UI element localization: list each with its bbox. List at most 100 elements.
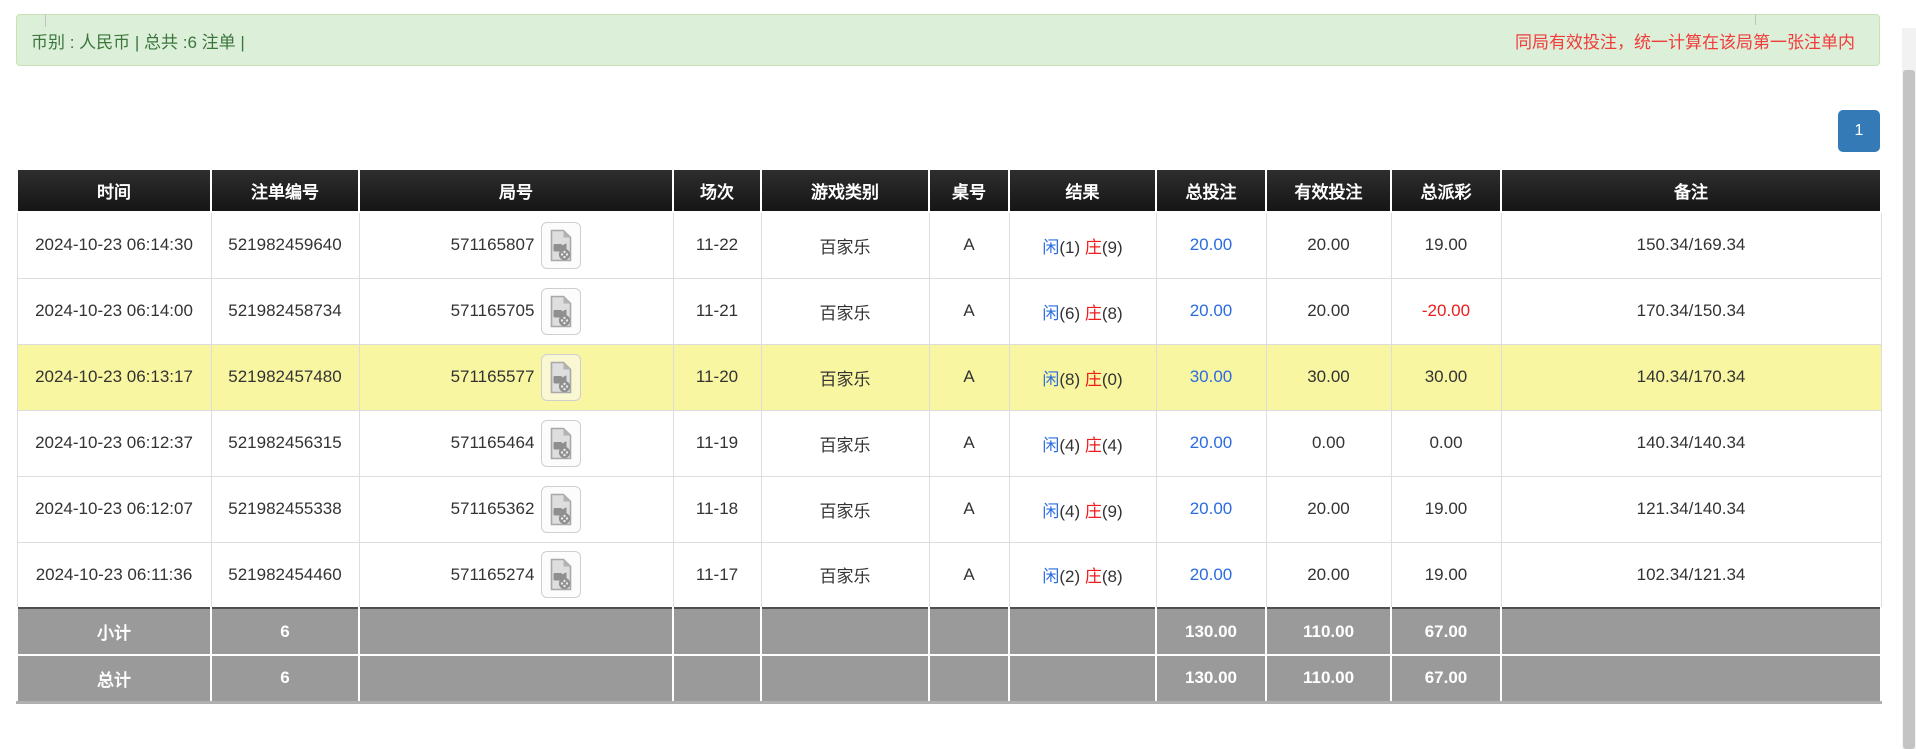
- footer-round-cell: [358, 654, 674, 704]
- table-number-cell: A: [928, 343, 1010, 411]
- video-replay-button[interactable]: [541, 419, 582, 467]
- table-number-cell: A: [928, 541, 1010, 609]
- session-cell: 11-21: [672, 277, 762, 345]
- bet-records-table: 时间 注单编号 局号 场次 游戏类别 桌号 结果 总投注 有效投注 总派彩 备注 2024-10-2…: [16, 168, 1882, 704]
- player-result-value: (4): [1059, 435, 1085, 455]
- round-number-wrap: 571165807: [361, 221, 672, 269]
- payout-cell: 19.00: [1390, 541, 1502, 609]
- footer-game-type-cell: [760, 607, 930, 656]
- game-type-cell: 百家乐: [760, 541, 930, 609]
- valid-bet-cell: 20.00: [1265, 475, 1392, 543]
- vertical-scrollbar-track[interactable]: [1902, 28, 1916, 749]
- table-header: 时间 注单编号 局号 场次 游戏类别 桌号 结果 总投注 有效投注 总派彩 备注: [16, 168, 1882, 213]
- remark-cell: 140.34/140.34: [1500, 409, 1882, 477]
- payout-cell: 19.00: [1390, 475, 1502, 543]
- session-cell: 11-18: [672, 475, 762, 543]
- round-number-value: 571165274: [450, 564, 535, 584]
- result-cell: 闲(6) 庄(8): [1008, 277, 1157, 345]
- total-bet-cell[interactable]: 20.00: [1155, 409, 1267, 477]
- round-number-wrap: 571165577: [361, 353, 672, 401]
- banker-result-value: (8): [1101, 567, 1123, 587]
- table-row: 2024-10-23 06:14:00 521982458734 571165705…: [16, 277, 1882, 345]
- valid-bet-cell: 0.00: [1265, 409, 1392, 477]
- footer-label-cell: 小计: [16, 607, 212, 656]
- total-bet-cell[interactable]: 30.00: [1155, 343, 1267, 411]
- total-bet-cell[interactable]: 20.00: [1155, 541, 1267, 609]
- payout-cell: 19.00: [1390, 211, 1502, 279]
- footer-payout-cell: 67.00: [1390, 654, 1502, 704]
- footer-table-cell: [928, 654, 1010, 704]
- col-header-payout: 总派彩: [1390, 168, 1502, 213]
- time-cell: 2024-10-23 06:14:30: [16, 211, 212, 279]
- banker-result-value: (9): [1101, 501, 1123, 521]
- player-result-label: 闲: [1042, 435, 1060, 455]
- player-result-value: (1): [1059, 237, 1085, 257]
- col-header-table-no: 桌号: [928, 168, 1010, 213]
- game-type-cell: 百家乐: [760, 343, 930, 411]
- player-result-label: 闲: [1042, 369, 1060, 389]
- result-cell: 闲(8) 庄(0): [1008, 343, 1157, 411]
- time-cell: 2024-10-23 06:12:37: [16, 409, 212, 477]
- game-type-cell: 百家乐: [760, 211, 930, 279]
- bet-number-cell: 521982459640: [210, 211, 360, 279]
- remark-cell: 140.34/170.34: [1500, 343, 1882, 411]
- total-bet-cell[interactable]: 20.00: [1155, 211, 1267, 279]
- banker-result-label: 庄: [1084, 567, 1102, 587]
- banker-result-value: (9): [1101, 237, 1123, 257]
- payout-cell: -20.00: [1390, 277, 1502, 345]
- footer-count-cell: 6: [210, 654, 360, 704]
- table-number-cell: A: [928, 409, 1010, 477]
- video-replay-button[interactable]: [541, 221, 582, 269]
- currency-summary-text: 币别 : 人民币 | 总共 :6 注单 |: [31, 32, 245, 52]
- total-bet-cell[interactable]: 20.00: [1155, 475, 1267, 543]
- col-header-session: 场次: [672, 168, 762, 213]
- game-type-cell: 百家乐: [760, 277, 930, 345]
- total-bet-cell[interactable]: 20.00: [1155, 277, 1267, 345]
- pagination-page-1[interactable]: 1: [1838, 110, 1880, 152]
- subtotal-row: 小计 6 130.00 110.00 67.00: [16, 607, 1882, 656]
- result-cell: 闲(2) 庄(8): [1008, 541, 1157, 609]
- result-cell: 闲(4) 庄(9): [1008, 475, 1157, 543]
- col-header-result: 结果: [1008, 168, 1157, 213]
- footer-session-cell: [672, 654, 762, 704]
- col-header-bet-no: 注单编号: [210, 168, 360, 213]
- time-cell: 2024-10-23 06:12:07: [16, 475, 212, 543]
- video-replay-icon: [551, 229, 572, 262]
- valid-bet-notice-text: 同局有效投注，统一计算在该局第一张注单内: [1515, 32, 1855, 52]
- footer-game-type-cell: [760, 654, 930, 704]
- video-replay-icon: [551, 493, 572, 525]
- table-row: 2024-10-23 06:11:36 521982454460 571165274…: [16, 541, 1882, 609]
- round-number-cell: 571165807: [358, 211, 674, 279]
- video-replay-button[interactable]: [541, 287, 582, 335]
- bet-number-cell: 521982457480: [210, 343, 360, 411]
- valid-bet-cell: 20.00: [1265, 211, 1392, 279]
- footer-payout-cell: 67.00: [1390, 607, 1502, 656]
- video-replay-button[interactable]: [541, 551, 582, 599]
- player-result-label: 闲: [1042, 567, 1060, 587]
- banker-result-value: (4): [1101, 435, 1123, 455]
- table-row: 2024-10-23 06:13:17 521982457480 571165577…: [16, 343, 1882, 411]
- remark-cell: 121.34/140.34: [1500, 475, 1882, 543]
- footer-round-cell: [358, 607, 674, 656]
- pagination-bar: 1: [16, 110, 1880, 152]
- valid-bet-cell: 30.00: [1265, 343, 1392, 411]
- video-replay-button[interactable]: [541, 485, 582, 533]
- banker-result-label: 庄: [1084, 501, 1102, 521]
- footer-valid-bet-cell: 110.00: [1265, 607, 1392, 656]
- banker-result-label: 庄: [1084, 237, 1102, 257]
- video-replay-button[interactable]: [541, 353, 582, 401]
- col-header-time: 时间: [16, 168, 212, 213]
- session-cell: 11-19: [672, 409, 762, 477]
- round-number-cell: 571165464: [358, 409, 674, 477]
- summary-banner: 币别 : 人民币 | 总共 :6 注单 | 同局有效投注，统一计算在该局第一张注…: [16, 14, 1880, 66]
- cutoff-element-left-edge: [45, 14, 46, 27]
- table-row: 2024-10-23 06:14:30 521982459640 571165807…: [16, 211, 1882, 279]
- col-header-round-no: 局号: [358, 168, 674, 213]
- round-number-wrap: 571165362: [361, 485, 672, 533]
- col-header-valid-bet: 有效投注: [1265, 168, 1392, 213]
- round-number-wrap: 571165705: [361, 287, 672, 335]
- footer-label-cell: 总计: [16, 654, 212, 704]
- footer-result-cell: [1008, 607, 1157, 656]
- vertical-scrollbar-thumb[interactable]: [1903, 70, 1915, 749]
- player-result-value: (6): [1059, 303, 1085, 323]
